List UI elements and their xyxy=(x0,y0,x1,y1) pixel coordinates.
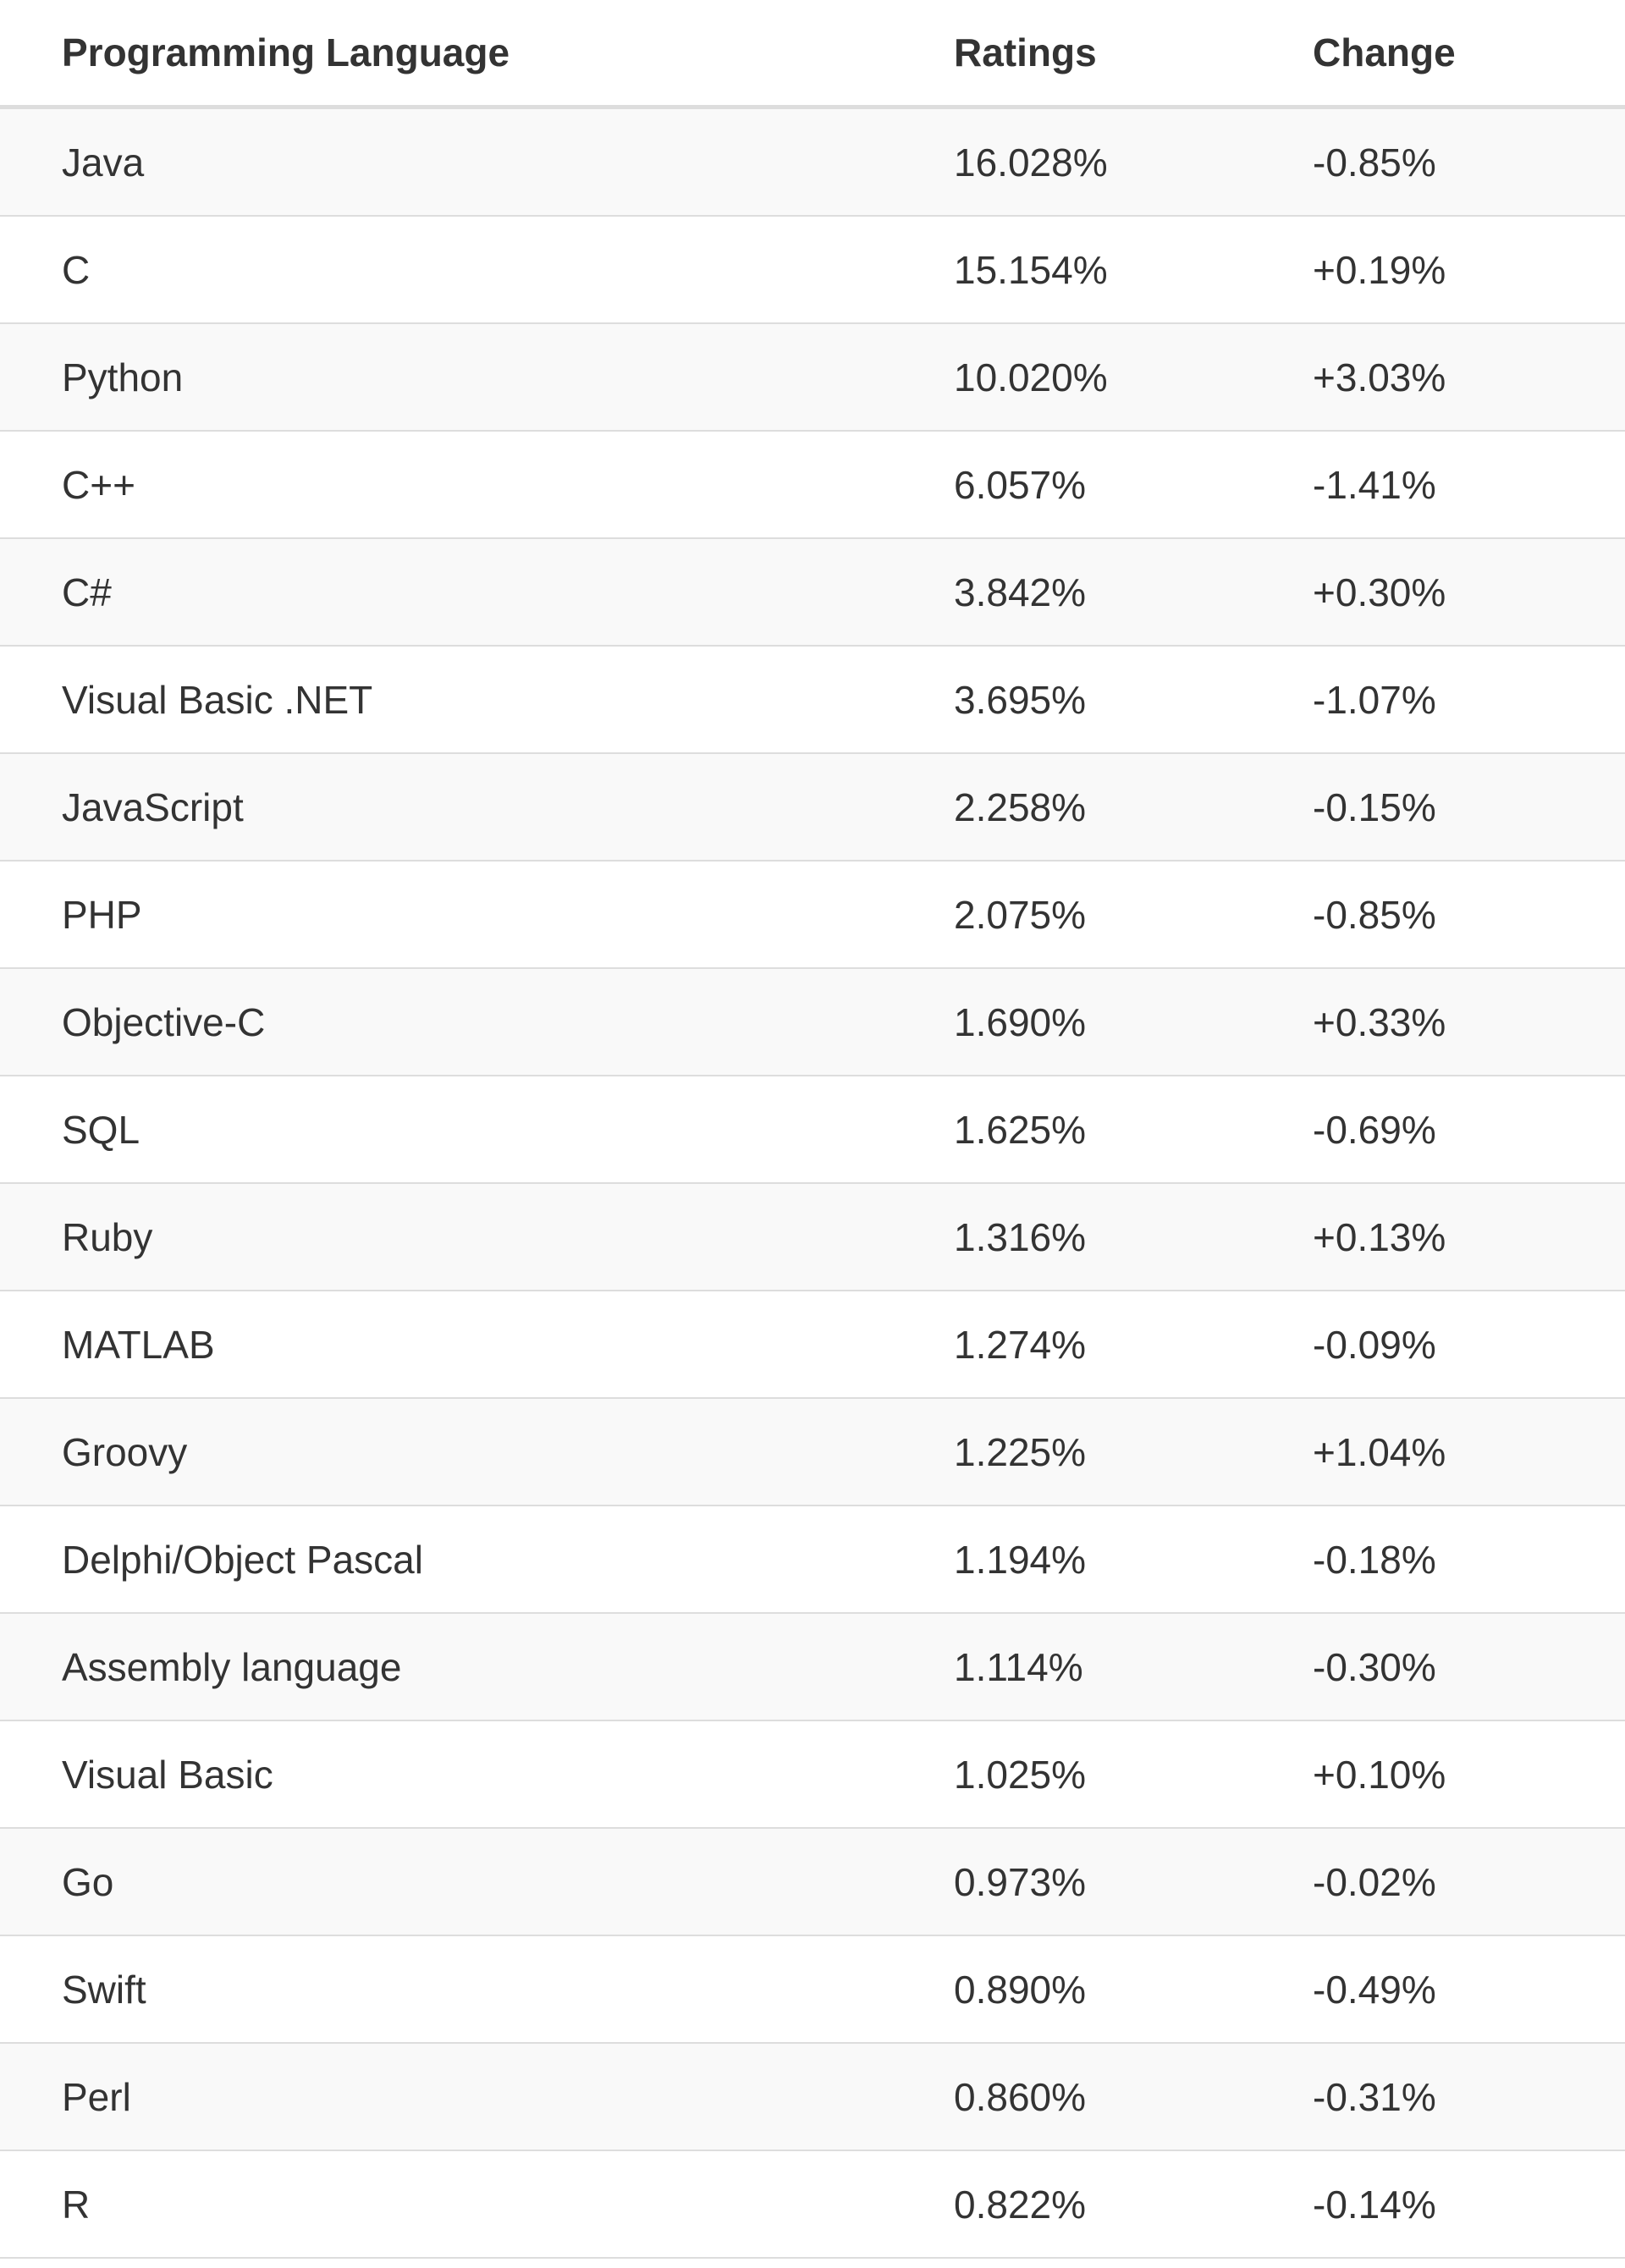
cell-change: +0.30% xyxy=(1251,537,1625,646)
cell-ratings: 3.695% xyxy=(892,645,1251,753)
cell-ratings: 1.194% xyxy=(892,1505,1251,1613)
cell-ratings: 1.690% xyxy=(892,967,1251,1076)
cell-ratings: 15.154% xyxy=(892,215,1251,323)
cell-change: -0.69% xyxy=(1251,1075,1625,1183)
table-row: JavaScript 2.258% -0.15% xyxy=(0,752,1625,861)
table-row: Java 16.028% -0.85% xyxy=(0,107,1625,216)
cell-ratings: 0.860% xyxy=(892,2042,1251,2150)
cell-ratings: 1.316% xyxy=(892,1182,1251,1291)
table-row: Python 10.020% +3.03% xyxy=(0,322,1625,431)
cell-change: -0.49% xyxy=(1251,1935,1625,2043)
cell-change: -0.85% xyxy=(1251,860,1625,968)
cell-language: C++ xyxy=(0,430,892,538)
cell-ratings: 1.025% xyxy=(892,1720,1251,1828)
cell-change: +1.04% xyxy=(1251,1397,1625,1506)
cell-change: -1.07% xyxy=(1251,645,1625,753)
column-header-change: Change xyxy=(1251,0,1625,109)
table-row: Groovy 1.225% +1.04% xyxy=(0,1397,1625,1506)
cell-change: -0.02% xyxy=(1251,1827,1625,1935)
cell-language: Perl xyxy=(0,2042,892,2150)
cell-language: Delphi/Object Pascal xyxy=(0,1505,892,1613)
table-row: Perl 0.860% -0.31% xyxy=(0,2042,1625,2150)
cell-change: -0.09% xyxy=(1251,1290,1625,1398)
cell-language: Groovy xyxy=(0,1397,892,1506)
cell-language: SQL xyxy=(0,1075,892,1183)
cell-change: -0.18% xyxy=(1251,1505,1625,1613)
cell-ratings: 1.625% xyxy=(892,1075,1251,1183)
cell-change: -0.31% xyxy=(1251,2042,1625,2150)
table-row: MATLAB 1.274% -0.09% xyxy=(0,1290,1625,1398)
cell-ratings: 1.225% xyxy=(892,1397,1251,1506)
cell-language: Ruby xyxy=(0,1182,892,1291)
column-header-ratings: Ratings xyxy=(892,0,1251,109)
cell-change: +3.03% xyxy=(1251,322,1625,431)
cell-change: +0.19% xyxy=(1251,215,1625,323)
cell-ratings: 2.075% xyxy=(892,860,1251,968)
table-row: SQL 1.625% -0.69% xyxy=(0,1075,1625,1183)
table-row: Swift 0.890% -0.49% xyxy=(0,1935,1625,2043)
table-body: Java 16.028% -0.85% C 15.154% +0.19% Python 10.… xyxy=(0,107,1625,2259)
table-row: C# 3.842% +0.30% xyxy=(0,537,1625,646)
cell-change: +0.10% xyxy=(1251,1720,1625,1828)
table-row: C 15.154% +0.19% xyxy=(0,215,1625,323)
cell-language: Objective-C xyxy=(0,967,892,1076)
cell-language: JavaScript xyxy=(0,752,892,861)
table-row: Assembly language 1.114% -0.30% xyxy=(0,1612,1625,1720)
cell-language: Swift xyxy=(0,1935,892,2043)
cell-change: -0.30% xyxy=(1251,1612,1625,1720)
cell-language: R xyxy=(0,2150,892,2259)
table-row: Go 0.973% -0.02% xyxy=(0,1827,1625,1935)
table-row: C++ 6.057% -1.41% xyxy=(0,430,1625,538)
table-row: PHP 2.075% -0.85% xyxy=(0,860,1625,968)
cell-ratings: 3.842% xyxy=(892,537,1251,646)
table-row: Ruby 1.316% +0.13% xyxy=(0,1182,1625,1291)
cell-ratings: 6.057% xyxy=(892,430,1251,538)
cell-ratings: 0.890% xyxy=(892,1935,1251,2043)
cell-ratings: 0.822% xyxy=(892,2150,1251,2259)
cell-change: -0.14% xyxy=(1251,2150,1625,2259)
cell-language: Assembly language xyxy=(0,1612,892,1720)
cell-language: Visual Basic xyxy=(0,1720,892,1828)
cell-language: Visual Basic .NET xyxy=(0,645,892,753)
cell-language: PHP xyxy=(0,860,892,968)
table-row: Objective-C 1.690% +0.33% xyxy=(0,967,1625,1076)
cell-change: -0.15% xyxy=(1251,752,1625,861)
cell-language: Python xyxy=(0,322,892,431)
column-header-language: Programming Language xyxy=(0,0,892,109)
cell-language: MATLAB xyxy=(0,1290,892,1398)
cell-language: C xyxy=(0,215,892,323)
cell-language: Java xyxy=(0,107,892,216)
table-row: R 0.822% -0.14% xyxy=(0,2150,1625,2259)
cell-language: C# xyxy=(0,537,892,646)
table-row: Visual Basic 1.025% +0.10% xyxy=(0,1720,1625,1828)
cell-ratings: 16.028% xyxy=(892,107,1251,216)
cell-ratings: 1.114% xyxy=(892,1612,1251,1720)
header-row: Programming Language Ratings Change xyxy=(0,0,1625,109)
table-row: Visual Basic .NET 3.695% -1.07% xyxy=(0,645,1625,753)
cell-language: Go xyxy=(0,1827,892,1935)
table-header: Programming Language Ratings Change xyxy=(0,0,1625,109)
cell-ratings: 1.274% xyxy=(892,1290,1251,1398)
cell-change: -1.41% xyxy=(1251,430,1625,538)
cell-ratings: 0.973% xyxy=(892,1827,1251,1935)
cell-change: -0.85% xyxy=(1251,107,1625,216)
table-row: Delphi/Object Pascal 1.194% -0.18% xyxy=(0,1505,1625,1613)
cell-change: +0.33% xyxy=(1251,967,1625,1076)
cell-ratings: 10.020% xyxy=(892,322,1251,431)
cell-ratings: 2.258% xyxy=(892,752,1251,861)
cell-change: +0.13% xyxy=(1251,1182,1625,1291)
